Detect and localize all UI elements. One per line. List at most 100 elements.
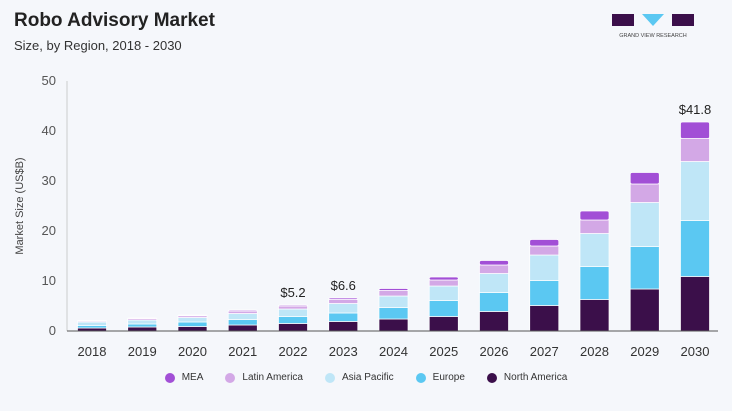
bar-segment-mea: [629, 172, 660, 185]
bar-segment-north-america: [428, 316, 459, 332]
bar-segment-mea: [378, 288, 409, 291]
bar-segment-north-america: [127, 326, 158, 332]
bar-segment-latin-america: [579, 219, 610, 234]
legend-item[interactable]: North America: [486, 372, 568, 383]
bar-segment-mea: [278, 304, 308, 307]
bar-segment-asia-pacific: [479, 273, 509, 293]
x-tick-label: 2028: [580, 344, 609, 359]
bar-segment-latin-america: [428, 279, 459, 287]
y-tick-label: 30: [42, 173, 56, 188]
y-tick-label: 0: [49, 323, 56, 338]
chart-subtitle: Size, by Region, 2018 - 2030: [14, 38, 182, 53]
bar-segment-asia-pacific: [579, 233, 610, 267]
x-tick-label: 2023: [329, 344, 358, 359]
x-tick-label: 2024: [379, 344, 408, 359]
bar-segment-asia-pacific: [227, 313, 258, 320]
bar-segment-latin-america: [479, 264, 509, 274]
bar-segment-north-america: [529, 305, 560, 332]
bar-segment-europe: [378, 307, 409, 320]
y-tick-label: 50: [42, 73, 56, 88]
legend-item[interactable]: Latin America: [225, 372, 303, 383]
bar-segment-europe: [328, 312, 359, 322]
bar-segment-north-america: [479, 311, 509, 332]
bar-segment-europe: [428, 300, 459, 317]
legend-swatch: [164, 372, 175, 383]
x-tick-label: 2020: [178, 344, 207, 359]
x-tick-label: 2030: [681, 344, 710, 359]
bar-segment-north-america: [177, 326, 208, 332]
y-tick-label: 40: [42, 123, 56, 138]
legend-swatch: [324, 372, 335, 383]
bar-segment-europe: [177, 321, 208, 327]
legend-label: MEA: [181, 372, 204, 383]
bar-segment-europe: [77, 325, 107, 329]
bar-segment-mea: [479, 260, 509, 266]
x-tick-label: 2022: [279, 344, 308, 359]
bar-segment-north-america: [629, 288, 660, 332]
x-tick-label: 2019: [128, 344, 157, 359]
bar-segment-asia-pacific: [529, 254, 560, 281]
x-tick-label: 2018: [78, 344, 107, 359]
bar-segment-asia-pacific: [278, 308, 308, 317]
bar-segment-europe: [227, 319, 258, 326]
bar-segment-latin-america: [529, 245, 560, 256]
bar-segment-latin-america: [278, 305, 308, 310]
bar-segment-asia-pacific: [177, 317, 208, 323]
bar-segment-asia-pacific: [378, 295, 409, 308]
legend-item[interactable]: MEA: [164, 372, 204, 383]
bar-segment-mea: [127, 317, 158, 319]
legend-label: North America: [503, 372, 568, 383]
x-tick-label: 2021: [228, 344, 257, 359]
bar-segment-europe: [479, 292, 509, 312]
bar-segment-mea: [579, 210, 610, 221]
legend-label: Europe: [432, 372, 465, 383]
bar-segment-latin-america: [629, 183, 660, 203]
bar-segment-asia-pacific: [127, 319, 158, 325]
bar-segment-latin-america: [227, 310, 258, 314]
bar-segment-mea: [680, 121, 710, 139]
y-tick-label: 20: [42, 223, 56, 238]
bar-segment-mea: [529, 239, 560, 247]
bar-segment-asia-pacific: [428, 285, 459, 301]
bar-segment-asia-pacific: [680, 161, 710, 221]
bar-segment-europe: [629, 246, 660, 290]
logo-text: GRAND VIEW RESEARCH: [619, 33, 687, 39]
bar-segment-europe: [529, 280, 560, 306]
bar-segment-latin-america: [378, 290, 409, 297]
bar-segment-latin-america: [680, 138, 710, 162]
y-axis-title: Market Size (US$B): [14, 157, 26, 254]
bar-segment-north-america: [227, 324, 258, 332]
legend-label: Latin America: [242, 372, 303, 383]
bar-segment-mea: [328, 297, 359, 300]
x-tick-label: 2025: [429, 344, 458, 359]
bar-segment-europe: [127, 323, 158, 328]
bar-segment-north-america: [278, 323, 308, 332]
bar-segment-mea: [177, 314, 208, 317]
chart-title: Robo Advisory Market: [14, 10, 215, 31]
x-tick-label: 2029: [630, 344, 659, 359]
legend-label: Asia Pacific: [341, 372, 394, 383]
total-value-label: $6.6: [331, 278, 356, 293]
bar-segment-north-america: [680, 276, 710, 332]
bar-segment-mea: [227, 309, 258, 312]
y-tick-label: 10: [42, 273, 56, 288]
bar-segment-north-america: [378, 318, 409, 332]
bar-segment-mea: [77, 320, 107, 322]
total-value-label: $41.8: [679, 102, 712, 117]
bar-segment-asia-pacific: [77, 321, 107, 326]
legend-swatch: [225, 372, 236, 383]
bar-segment-north-america: [328, 321, 359, 332]
legend-item[interactable]: Europe: [415, 372, 465, 383]
legend-item[interactable]: Asia Pacific: [324, 372, 394, 383]
legend: MEA Latin America Asia Pacific Europe North …: [0, 372, 732, 383]
bar-segment-asia-pacific: [629, 202, 660, 247]
bar-segment-europe: [579, 266, 610, 300]
bar-segment-europe: [278, 316, 308, 324]
legend-swatch: [486, 372, 497, 383]
bar-segment-asia-pacific: [328, 303, 359, 314]
legend-swatch: [415, 372, 426, 383]
bar-segment-mea: [428, 276, 459, 281]
x-tick-label: 2026: [480, 344, 509, 359]
